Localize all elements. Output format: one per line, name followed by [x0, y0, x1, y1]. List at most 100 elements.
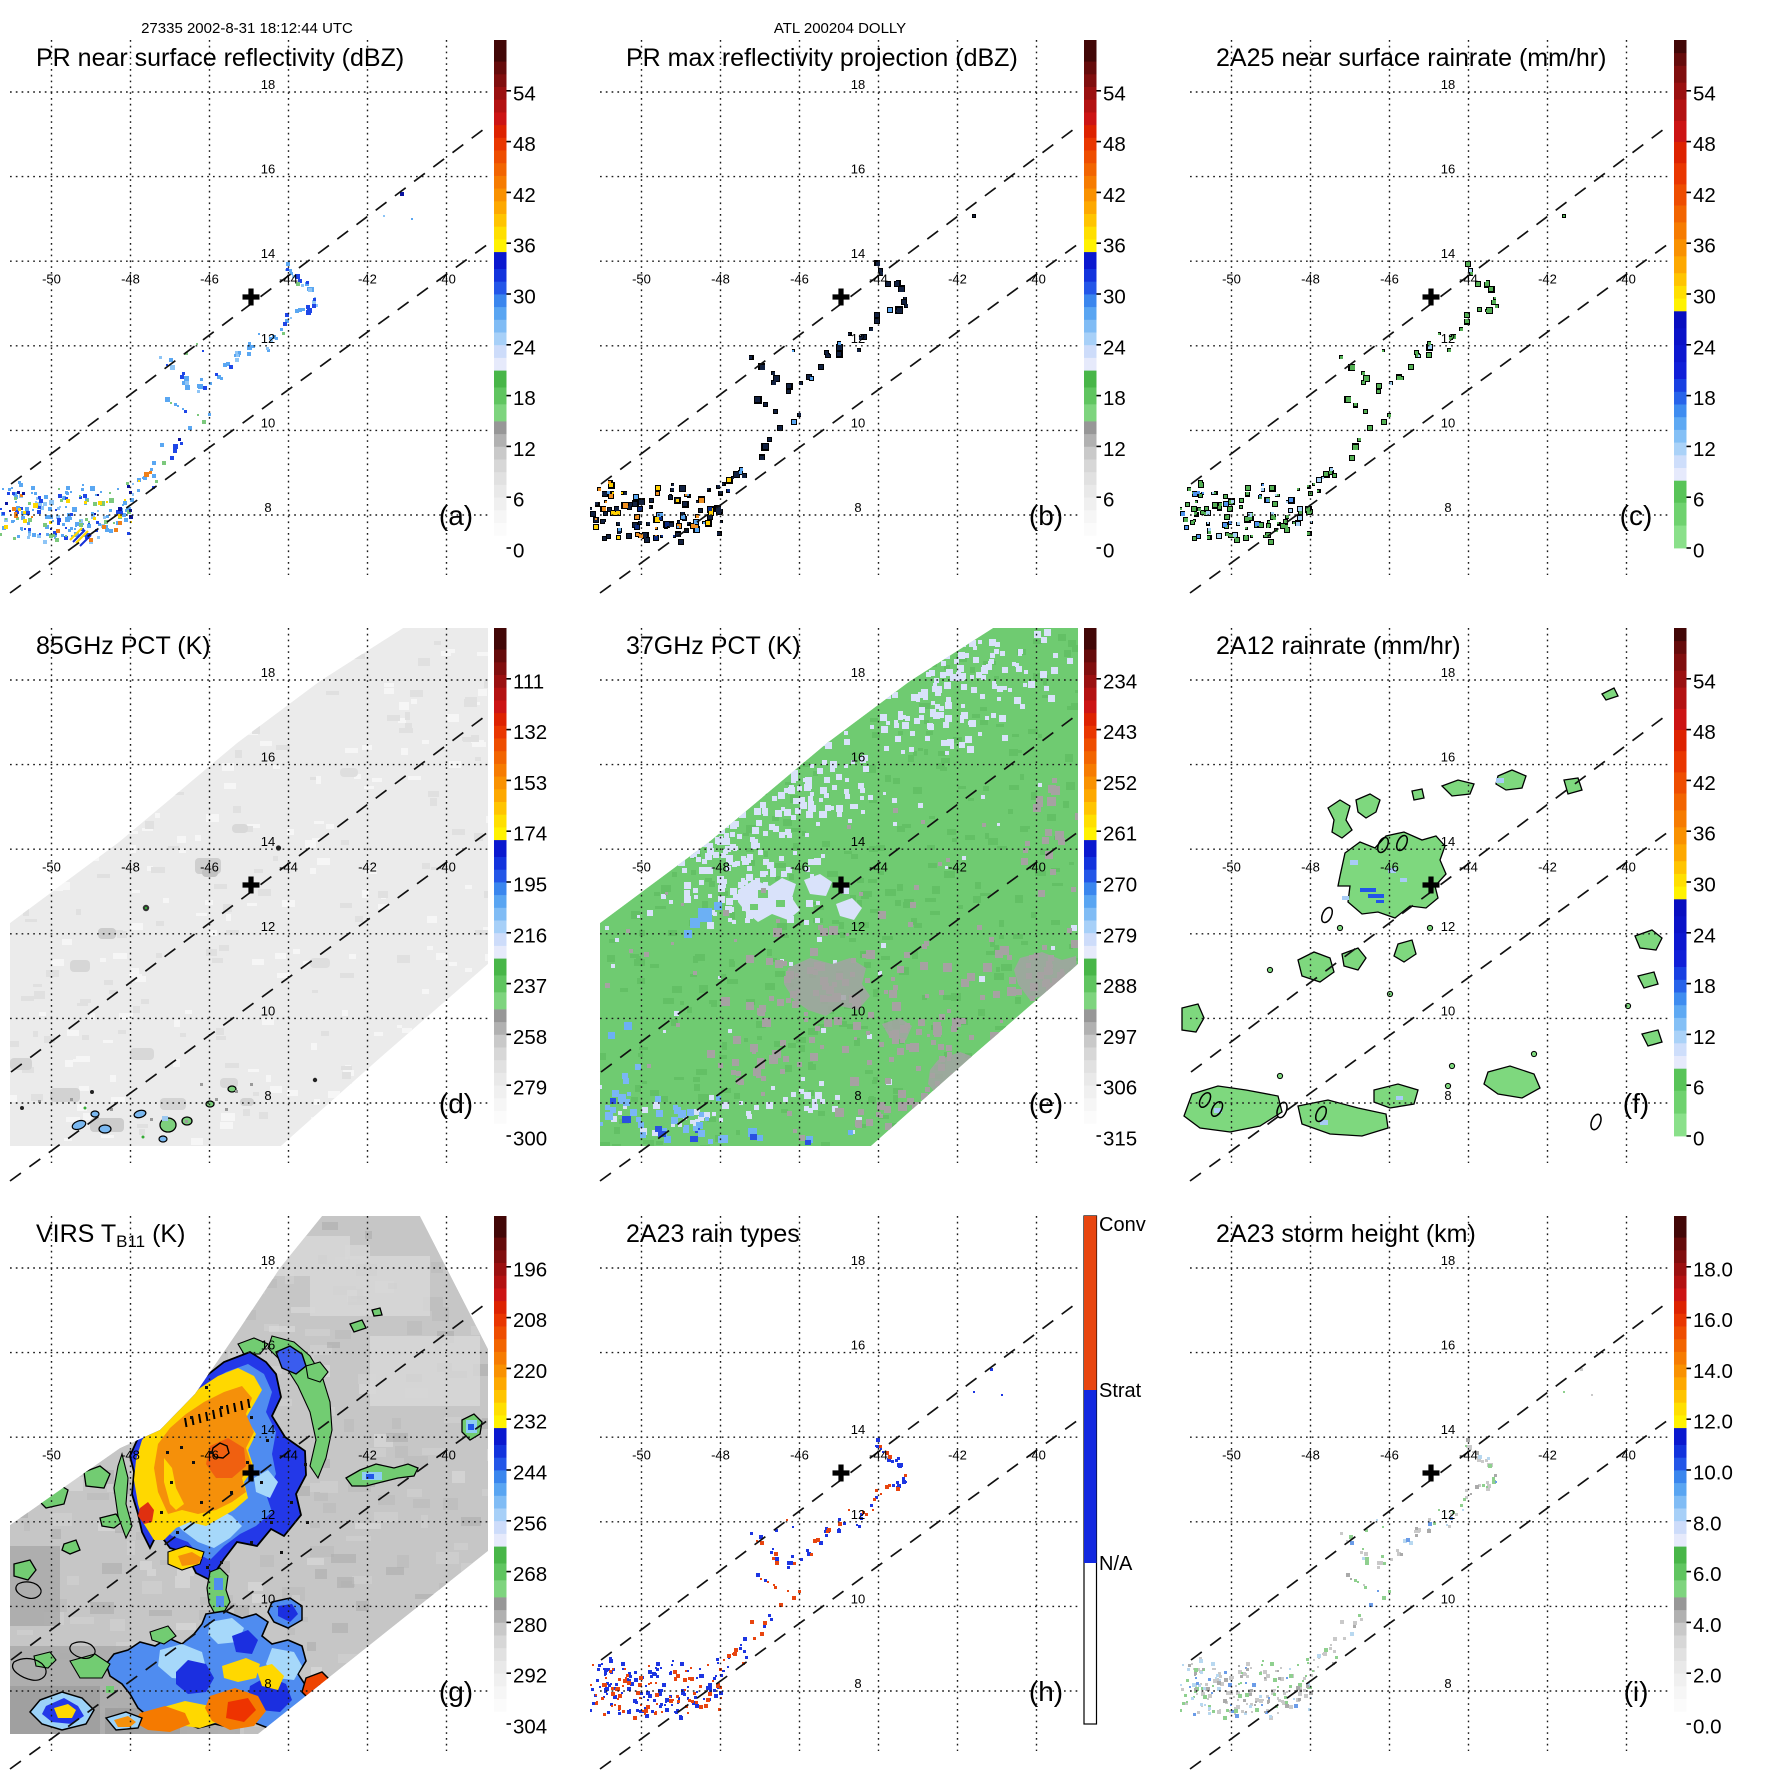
- svg-text:16.0: 16.0: [1693, 1309, 1733, 1332]
- svg-text:279: 279: [1103, 924, 1137, 947]
- svg-text:304: 304: [513, 1716, 547, 1739]
- svg-text:232: 232: [513, 1411, 547, 1434]
- svg-text:(a): (a): [439, 500, 473, 531]
- svg-text:VIRS TB11 (K): VIRS TB11 (K): [36, 1220, 185, 1251]
- svg-text:196: 196: [513, 1258, 547, 1281]
- svg-text:(d): (d): [439, 1088, 473, 1119]
- svg-text:8.0: 8.0: [1693, 1512, 1722, 1535]
- svg-text:30: 30: [1693, 874, 1716, 897]
- svg-text:261: 261: [1103, 823, 1137, 846]
- svg-text:216: 216: [513, 924, 547, 947]
- svg-text:(h): (h): [1029, 1676, 1063, 1707]
- svg-text:268: 268: [513, 1563, 547, 1586]
- svg-text:54: 54: [1103, 82, 1126, 105]
- svg-text:306: 306: [1103, 1077, 1137, 1100]
- svg-text:0: 0: [1103, 540, 1114, 563]
- svg-text:258: 258: [513, 1026, 547, 1049]
- svg-text:36: 36: [513, 235, 536, 258]
- svg-text:24: 24: [513, 336, 536, 359]
- svg-text:42: 42: [1103, 184, 1126, 207]
- svg-text:54: 54: [1693, 670, 1716, 693]
- svg-text:ATL 200204 DOLLY: ATL 200204 DOLLY: [774, 20, 906, 37]
- svg-text:270: 270: [1103, 874, 1137, 897]
- svg-text:237: 237: [513, 975, 547, 998]
- svg-text:220: 220: [513, 1360, 547, 1383]
- svg-text:243: 243: [1103, 721, 1137, 744]
- svg-text:(f): (f): [1623, 1088, 1649, 1119]
- svg-text:24: 24: [1693, 336, 1716, 359]
- svg-text:37GHz PCT (K): 37GHz PCT (K): [626, 632, 801, 660]
- svg-text:14.0: 14.0: [1693, 1360, 1733, 1383]
- svg-text:54: 54: [513, 82, 536, 105]
- svg-text:292: 292: [513, 1665, 547, 1688]
- svg-text:24: 24: [1103, 336, 1126, 359]
- svg-text:30: 30: [513, 286, 536, 309]
- svg-text:54: 54: [1693, 82, 1716, 105]
- svg-text:48: 48: [1693, 721, 1716, 744]
- svg-text:2A23 storm height (km): 2A23 storm height (km): [1216, 1220, 1476, 1248]
- svg-text:18: 18: [1693, 975, 1716, 998]
- svg-text:252: 252: [1103, 772, 1137, 795]
- svg-text:6.0: 6.0: [1693, 1563, 1722, 1586]
- svg-text:18: 18: [1693, 387, 1716, 410]
- svg-text:(b): (b): [1029, 500, 1063, 531]
- svg-text:42: 42: [513, 184, 536, 207]
- svg-text:279: 279: [513, 1077, 547, 1100]
- svg-text:48: 48: [1693, 133, 1716, 156]
- svg-text:12: 12: [513, 438, 536, 461]
- svg-text:0: 0: [513, 540, 524, 563]
- svg-text:N/A: N/A: [1099, 1553, 1133, 1575]
- svg-text:18: 18: [1103, 387, 1126, 410]
- svg-text:208: 208: [513, 1309, 547, 1332]
- svg-text:Conv: Conv: [1099, 1214, 1146, 1236]
- svg-text:300: 300: [513, 1128, 547, 1151]
- svg-text:12: 12: [1103, 438, 1126, 461]
- svg-text:36: 36: [1693, 823, 1716, 846]
- svg-text:256: 256: [513, 1512, 547, 1535]
- svg-text:153: 153: [513, 772, 547, 795]
- svg-text:6: 6: [1693, 489, 1704, 512]
- svg-text:27335 2002-8-31 18:12:44 UTC: 27335 2002-8-31 18:12:44 UTC: [141, 20, 353, 37]
- svg-text:234: 234: [1103, 670, 1137, 693]
- svg-text:18.0: 18.0: [1693, 1258, 1733, 1281]
- svg-text:18: 18: [513, 387, 536, 410]
- svg-text:0: 0: [1693, 540, 1704, 563]
- svg-text:24: 24: [1693, 924, 1716, 947]
- svg-text:PR max reflectivity projection: PR max reflectivity projection (dBZ): [626, 44, 1018, 72]
- svg-text:2A12 rainrate (mm/hr): 2A12 rainrate (mm/hr): [1216, 632, 1461, 660]
- svg-text:111: 111: [513, 670, 544, 693]
- svg-text:12: 12: [1693, 1026, 1716, 1049]
- svg-text:Strat: Strat: [1099, 1380, 1142, 1402]
- svg-text:195: 195: [513, 874, 547, 897]
- svg-text:(i): (i): [1624, 1676, 1649, 1707]
- svg-text:30: 30: [1693, 286, 1716, 309]
- svg-text:30: 30: [1103, 286, 1126, 309]
- svg-text:85GHz PCT (K): 85GHz PCT (K): [36, 632, 211, 660]
- svg-text:288: 288: [1103, 975, 1137, 998]
- svg-text:48: 48: [513, 133, 536, 156]
- svg-text:10.0: 10.0: [1693, 1462, 1733, 1485]
- svg-text:174: 174: [513, 823, 547, 846]
- svg-text:6: 6: [1693, 1077, 1704, 1100]
- svg-text:(c): (c): [1620, 500, 1653, 531]
- svg-text:PR near surface reflectivity (: PR near surface reflectivity (dBZ): [36, 44, 404, 72]
- svg-text:6: 6: [513, 489, 524, 512]
- svg-text:6: 6: [1103, 489, 1114, 512]
- svg-text:2A23 rain types: 2A23 rain types: [626, 1220, 800, 1248]
- svg-text:36: 36: [1103, 235, 1126, 258]
- svg-text:315: 315: [1103, 1128, 1137, 1151]
- svg-text:2.0: 2.0: [1693, 1665, 1722, 1688]
- svg-text:0: 0: [1693, 1128, 1704, 1151]
- svg-text:244: 244: [513, 1462, 547, 1485]
- svg-text:4.0: 4.0: [1693, 1614, 1722, 1637]
- svg-text:48: 48: [1103, 133, 1126, 156]
- svg-text:280: 280: [513, 1614, 547, 1637]
- svg-text:36: 36: [1693, 235, 1716, 258]
- svg-text:12.0: 12.0: [1693, 1411, 1733, 1434]
- svg-text:0.0: 0.0: [1693, 1716, 1722, 1739]
- svg-text:(e): (e): [1029, 1088, 1063, 1119]
- svg-text:297: 297: [1103, 1026, 1137, 1049]
- svg-text:(g): (g): [439, 1676, 473, 1707]
- svg-text:132: 132: [513, 721, 547, 744]
- svg-text:2A25 near surface rainrate (mm: 2A25 near surface rainrate (mm/hr): [1216, 44, 1606, 72]
